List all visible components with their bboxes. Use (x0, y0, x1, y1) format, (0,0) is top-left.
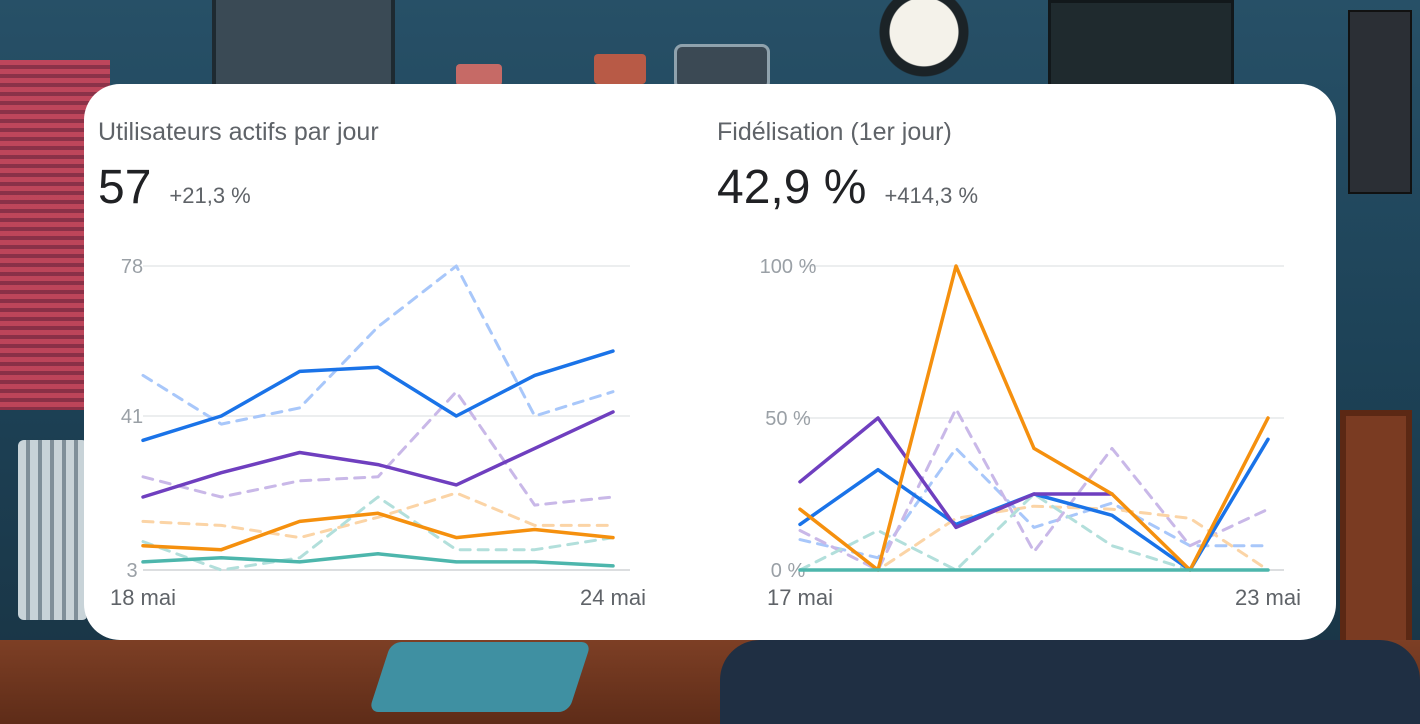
dau-panel: Utilisateurs actifs par jour 57 +21,3 % … (84, 84, 704, 640)
dau-delta: +21,3 % (169, 183, 251, 208)
y-tick-label: 3 (126, 560, 137, 582)
series-line-light_orange (141, 491, 615, 540)
retention-title: Fidélisation (1er jour) (717, 118, 952, 146)
series-line-blue (798, 437, 1270, 572)
background-clock (872, 0, 976, 84)
y-tick-label: 78 (121, 256, 143, 278)
dau-title: Utilisateurs actifs par jour (98, 118, 379, 146)
background-blanket (720, 640, 1420, 724)
retention-value: 42,9 % (717, 161, 867, 214)
background-poster (1348, 10, 1412, 194)
y-tick-label: 50 % (765, 408, 811, 430)
background-shelf (1340, 410, 1412, 652)
dau-value: 57 (98, 161, 152, 214)
series-line-blue (141, 349, 615, 443)
background-picture-frame (212, 0, 395, 88)
y-tick-label: 0 % (771, 560, 806, 582)
retention-delta: +414,3 % (884, 183, 979, 208)
series-line-purple (798, 416, 1114, 530)
background-radiator (18, 440, 88, 620)
stats-card: Utilisateurs actifs par jour 57 +21,3 % … (84, 84, 1336, 640)
y-tick-label: 41 (121, 406, 143, 428)
x-tick-label: 18 mai (110, 585, 176, 610)
dau-metric-row: 57 +21,3 % (98, 160, 251, 215)
y-tick-label: 100 % (760, 256, 817, 278)
x-tick-label: 23 mai (1235, 585, 1301, 610)
series-line-light_teal (141, 495, 615, 572)
background-pillow (368, 642, 592, 712)
retention-panel: Fidélisation (1er jour) 42,9 % +414,3 % … (704, 84, 1336, 640)
series-line-orange (141, 511, 615, 552)
dau-chart: 78 41 3 18 mai 24 mai (110, 256, 646, 610)
retention-metric-row: 42,9 % +414,3 % (717, 160, 978, 215)
series-line-light_purple (141, 390, 615, 507)
series-line-light_purple (798, 407, 1270, 572)
background-plant-pot (456, 64, 502, 86)
x-tick-label: 24 mai (580, 585, 646, 610)
series-line-light_blue (141, 264, 615, 426)
background-chalkboard (1048, 0, 1234, 90)
background-plant-pot-2 (594, 54, 646, 84)
retention-chart: 100 % 50 % 0 % 17 mai 23 mai (760, 256, 1301, 610)
series-line-teal (141, 552, 615, 568)
series-line-purple (141, 410, 615, 499)
series-line-light_orange (798, 504, 1270, 572)
x-tick-label: 17 mai (767, 585, 833, 610)
